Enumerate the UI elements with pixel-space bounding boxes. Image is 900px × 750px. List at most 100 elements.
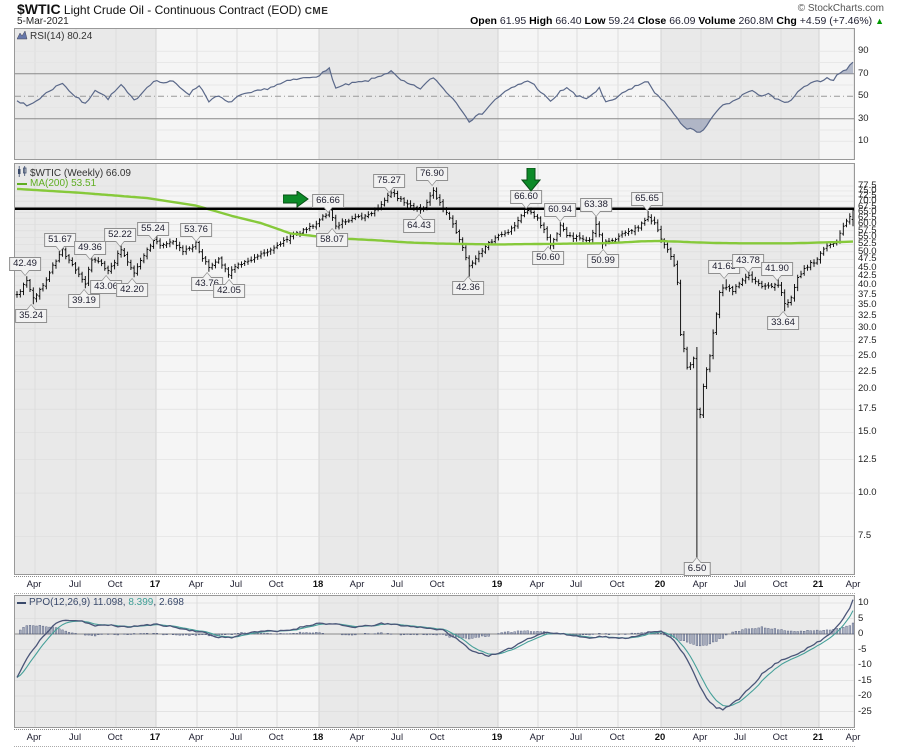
price-callout: 51.67: [44, 233, 76, 252]
price-callout: 6.50: [683, 557, 711, 576]
chg-up-icon: ▲: [875, 16, 884, 26]
ppo-line-icon: [17, 598, 27, 609]
green-down-arrow-icon: [520, 167, 542, 197]
y-axis-tick: 30: [858, 113, 869, 124]
green-right-arrow-icon: [282, 190, 309, 213]
chart-title: Light Crude Oil - Continuous Contract (E…: [63, 3, 302, 17]
ppo-label: PPO(12,26,9) 11.098, 8.399, 2.698: [17, 597, 184, 609]
x-axis-tick: Apr: [349, 579, 365, 590]
price-callout: 55.24: [137, 222, 169, 241]
x-axis-tick: 18: [312, 579, 324, 590]
x-axis-tick: 17: [149, 732, 161, 743]
price-callout: 66.60: [510, 190, 542, 209]
y-axis-tick: 90: [858, 45, 869, 56]
chart-date: 5-Mar-2021: [17, 16, 69, 27]
y-axis-tick: 62.5: [858, 212, 877, 223]
ppo-panel: [14, 595, 855, 728]
y-axis-tick: -15: [858, 675, 872, 686]
y-axis-tick: 37.5: [858, 289, 877, 300]
x-axis-tick: Oct: [268, 732, 284, 743]
close-label: Close: [637, 15, 667, 27]
y-axis-tick: 5: [858, 613, 864, 624]
price-callout: 33.64: [767, 311, 799, 330]
y-axis-tick: 50: [858, 90, 869, 101]
x-axis-tick: Oct: [772, 732, 788, 743]
x-axis-tick: Apr: [692, 579, 708, 590]
price-callout: 65.65: [631, 192, 663, 211]
x-axis-tick: Oct: [268, 579, 284, 590]
symbol: $WTIC: [17, 1, 61, 17]
low-label: Low: [584, 15, 606, 27]
x-axis-tick: Apr: [845, 579, 861, 590]
x-axis-tick: Apr: [188, 732, 204, 743]
ppo-value-3: 2.698: [158, 597, 184, 608]
low-value: 59.24: [608, 15, 635, 27]
price-callout: 50.60: [532, 246, 564, 265]
x-axis-tick: Apr: [529, 579, 545, 590]
y-axis-tick: -5: [858, 644, 867, 655]
price-callout: 39.19: [68, 289, 100, 308]
y-axis-tick: 7.5: [858, 530, 872, 541]
x-axis-tick: Jul: [390, 732, 404, 743]
price-callout: 41.63: [708, 260, 740, 279]
price-callout: 63.38: [580, 198, 612, 217]
price-callout: 53.76: [180, 223, 212, 242]
high-label: High: [529, 15, 553, 27]
y-axis-tick: 32.5: [858, 310, 877, 321]
x-axis-main: Apr Jul Oct 17 Apr Jul Oct 18 Apr Jul Oct 19 Apr Jul O…: [14, 576, 860, 594]
x-axis-tick: Oct: [107, 579, 123, 590]
x-axis-tick: Jul: [390, 579, 404, 590]
y-axis-tick: 72.5: [858, 190, 877, 201]
y-axis-tick: 17.5: [858, 403, 877, 414]
x-axis-tick: Oct: [429, 732, 445, 743]
x-axis-tick: 19: [491, 732, 503, 743]
x-axis-ppo: Apr Jul Oct 17 Apr Jul Oct 18 Apr Jul Oct 19 Apr Jul O…: [14, 729, 860, 747]
x-axis-tick: Apr: [529, 732, 545, 743]
ppo-value-2: 8.399: [128, 597, 154, 608]
rsi-label: RSI(14) 80.24: [16, 30, 92, 43]
price-callout: 49.36: [74, 241, 106, 260]
x-axis-tick: 18: [312, 732, 324, 743]
x-axis-tick: 21: [812, 732, 824, 743]
rsi-panel: [14, 28, 855, 160]
y-axis-tick: 45.0: [858, 262, 877, 273]
close-value: 66.09: [669, 15, 696, 27]
price-callout: 52.22: [104, 228, 136, 247]
y-axis-tick: 0: [858, 628, 864, 639]
y-axis-tick: 75.0: [858, 185, 877, 196]
rsi-indicator-icon: [16, 30, 28, 43]
x-axis-tick: Oct: [609, 579, 625, 590]
price-callout: 64.43: [403, 214, 435, 233]
price-callout: 58.07: [316, 228, 348, 247]
y-axis-tick: 57.5: [858, 225, 877, 236]
y-axis-tick: -25: [858, 706, 872, 717]
y-axis-tick: 50.0: [858, 246, 877, 257]
y-axis-tick: -10: [858, 659, 872, 670]
price-callout: 50.99: [587, 249, 619, 268]
x-axis-tick: Jul: [569, 732, 583, 743]
x-axis-tick: Oct: [609, 732, 625, 743]
y-axis-tick: 35.0: [858, 299, 877, 310]
x-axis-tick: Oct: [429, 579, 445, 590]
x-axis-tick: Jul: [68, 579, 82, 590]
chg-value: +4.59 (+7.46%): [799, 15, 873, 27]
x-axis-tick: Jul: [733, 732, 747, 743]
x-axis-tick: Apr: [26, 732, 42, 743]
open-label: Open: [470, 15, 497, 27]
y-axis-tick: 20.0: [858, 383, 877, 394]
x-axis-tick: 17: [149, 579, 161, 590]
ma-line-icon: [17, 179, 28, 190]
y-axis-tick: 25.0: [858, 350, 877, 361]
open-value: 61.95: [499, 15, 527, 27]
y-axis-tick: 15.0: [858, 426, 877, 437]
x-axis-tick: Oct: [107, 732, 123, 743]
y-axis-tick: 10.0: [858, 487, 877, 498]
y-axis-tick: 10: [858, 597, 869, 608]
price-callout: 43.78: [732, 254, 764, 273]
x-axis-tick: Jul: [68, 732, 82, 743]
volume-value: 260.8M: [738, 15, 774, 27]
chg-label: Chg: [776, 15, 797, 27]
volume-label: Volume: [698, 15, 736, 27]
price-callout: 42.36: [452, 276, 484, 295]
price-callout: 42.05: [213, 279, 245, 298]
